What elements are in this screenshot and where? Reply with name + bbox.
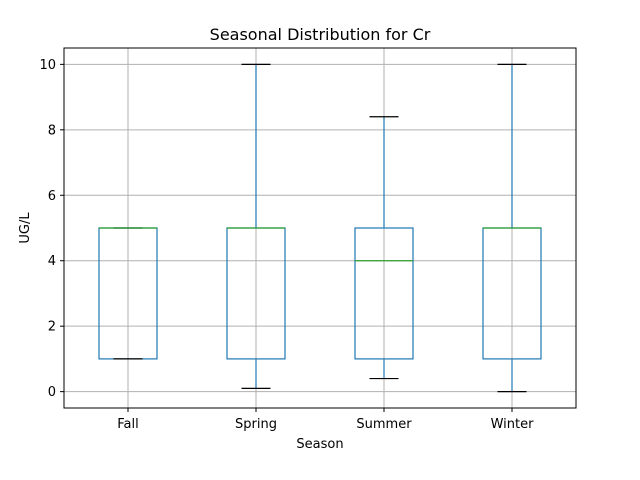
x-axis-label: Season [296, 437, 343, 452]
chart-title: Seasonal Distribution for Cr [210, 25, 431, 44]
iqr-box [354, 227, 414, 360]
box-fall [98, 227, 158, 360]
x-tick-label: Winter [491, 417, 535, 432]
x-tick-label: Spring [235, 417, 277, 432]
box-summer [354, 116, 414, 380]
x-tick-label: Summer [356, 417, 412, 432]
x-tick-label: Fall [117, 417, 138, 432]
y-tick-label: 0 [48, 385, 56, 400]
box-layer [98, 63, 542, 393]
tick-layer: 0 2 4 6 8 10 Fall Spring Summer Winter [39, 58, 534, 432]
y-tick-label: 8 [48, 123, 56, 138]
y-tick-label: 4 [48, 254, 56, 269]
y-axis-label: UG/L [18, 212, 33, 244]
y-tick-label: 2 [48, 320, 56, 335]
y-tick-label: 10 [39, 58, 56, 73]
plot-frame [63, 47, 577, 409]
y-tick-label: 6 [48, 189, 56, 204]
box-spring [226, 63, 286, 389]
box-winter [482, 63, 542, 393]
